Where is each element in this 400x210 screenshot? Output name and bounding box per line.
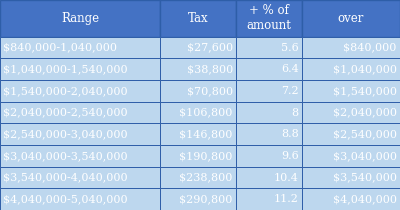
Bar [160,188,236,210]
Text: + % of
amount: + % of amount [246,4,292,32]
Text: Range: Range [61,12,99,25]
Bar [160,145,236,167]
Bar [302,58,400,80]
Text: $3,040,000: $3,040,000 [333,151,397,161]
Text: 8.8: 8.8 [281,129,299,139]
Text: $2,040,000-2,540,000: $2,040,000-2,540,000 [3,108,128,118]
Bar [236,102,302,123]
Text: $146,800: $146,800 [180,129,233,139]
Text: $2,540,000: $2,540,000 [333,129,397,139]
Text: 5.6: 5.6 [281,43,299,52]
Text: $840,000: $840,000 [344,43,397,52]
Text: $840,000-1,040,000: $840,000-1,040,000 [3,43,117,52]
Bar [160,0,236,37]
Text: 8: 8 [292,108,299,118]
Bar [302,188,400,210]
Text: 7.2: 7.2 [281,86,299,96]
Bar [0,58,160,80]
Text: Tax: Tax [188,12,208,25]
Bar [236,123,302,145]
Text: 11.2: 11.2 [274,194,299,204]
Bar [160,80,236,102]
Text: $290,800: $290,800 [180,194,233,204]
Bar [236,0,302,37]
Text: $190,800: $190,800 [180,151,233,161]
Bar [236,188,302,210]
Bar [302,37,400,58]
Bar [302,123,400,145]
Bar [160,58,236,80]
Bar [0,102,160,123]
Bar [0,80,160,102]
Text: $1,540,000-2,040,000: $1,540,000-2,040,000 [3,86,128,96]
Text: $2,040,000: $2,040,000 [333,108,397,118]
Bar [302,0,400,37]
Text: over: over [338,12,364,25]
Bar [160,102,236,123]
Bar [160,37,236,58]
Bar [236,145,302,167]
Text: $27,600: $27,600 [187,43,233,52]
Text: $3,540,000: $3,540,000 [333,173,397,182]
Bar [160,123,236,145]
Bar [0,145,160,167]
Text: $1,040,000: $1,040,000 [333,64,397,74]
Bar [302,80,400,102]
Text: 9.6: 9.6 [281,151,299,161]
Text: 10.4: 10.4 [274,173,299,182]
Text: $38,800: $38,800 [186,64,233,74]
Bar [236,58,302,80]
Text: $4,040,000: $4,040,000 [333,194,397,204]
Text: 6.4: 6.4 [281,64,299,74]
Text: $4,040,000-5,040,000: $4,040,000-5,040,000 [3,194,128,204]
Text: $238,800: $238,800 [180,173,233,182]
Bar [160,167,236,188]
Bar [236,80,302,102]
Text: $3,040,000-3,540,000: $3,040,000-3,540,000 [3,151,128,161]
Bar [236,167,302,188]
Bar [302,102,400,123]
Bar [236,37,302,58]
Text: $70,800: $70,800 [187,86,233,96]
Text: $1,040,000-1,540,000: $1,040,000-1,540,000 [3,64,128,74]
Text: $3,540,000-4,040,000: $3,540,000-4,040,000 [3,173,128,182]
Text: $1,540,000: $1,540,000 [333,86,397,96]
Bar [302,145,400,167]
Bar [0,0,160,37]
Bar [0,188,160,210]
Bar [0,37,160,58]
Bar [0,167,160,188]
Bar [302,167,400,188]
Text: $106,800: $106,800 [180,108,233,118]
Text: $2,540,000-3,040,000: $2,540,000-3,040,000 [3,129,128,139]
Bar [0,123,160,145]
